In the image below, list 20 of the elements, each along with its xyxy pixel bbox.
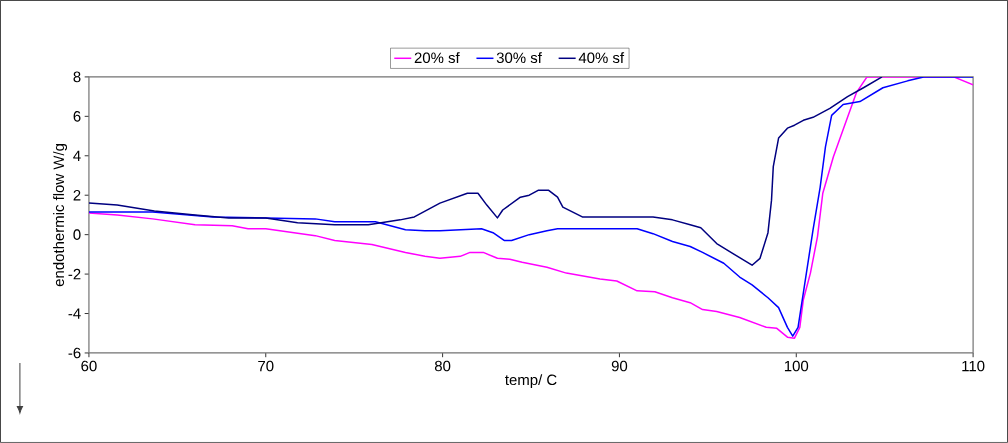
legend-label: 30% sf [496, 52, 542, 64]
legend-label: 40% sf [578, 52, 625, 64]
y-tick-label: -4 [68, 308, 81, 319]
y-tick-label: 2 [73, 190, 81, 201]
y-tick-label: 4 [73, 150, 81, 161]
x-tick-label: 110 [962, 360, 985, 372]
x-axis-title: temp/ C [505, 374, 557, 389]
x-tick-label: 90 [611, 360, 628, 372]
y-tick-label: -2 [68, 268, 81, 280]
y-axis-title: endothermic flow W/g [53, 144, 68, 287]
legend-label: 20% sf [414, 52, 460, 64]
y-tick-label: 8 [73, 71, 81, 83]
x-tick-label: 80 [434, 360, 451, 372]
line-series [88, 76, 883, 267]
y-tick-label: 0 [73, 229, 81, 240]
y-tick-label: 6 [73, 111, 81, 122]
x-tick-label: 70 [258, 360, 274, 372]
x-tick-label: 60 [81, 360, 97, 372]
y-tick-label: -6 [68, 347, 81, 359]
x-tick-label: 100 [784, 360, 809, 372]
